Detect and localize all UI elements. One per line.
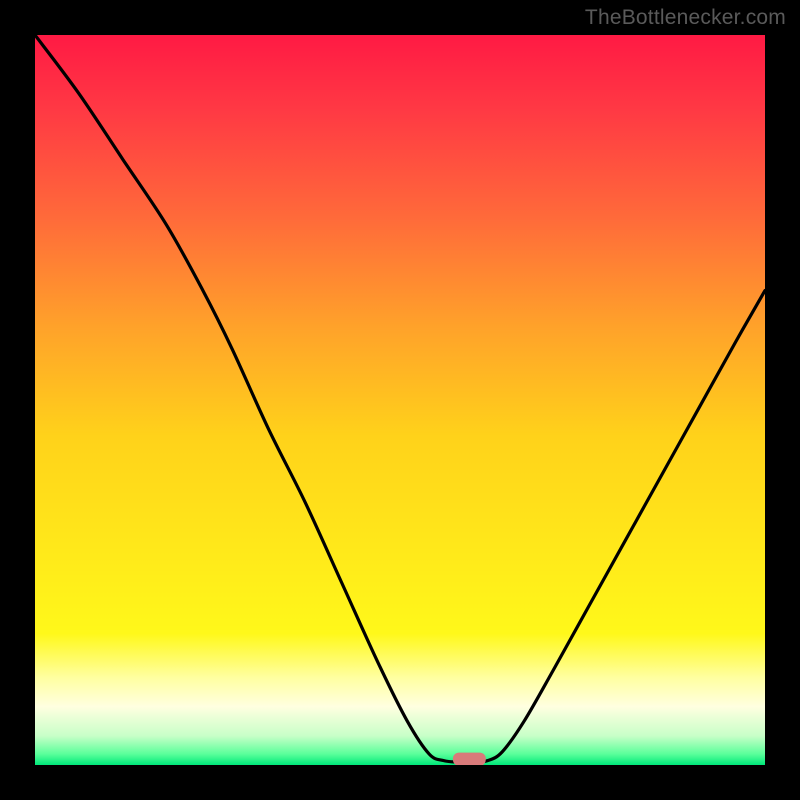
chart-svg [35, 35, 765, 765]
optimal-marker [453, 753, 486, 765]
bottleneck-chart [35, 35, 765, 765]
watermark-text: TheBottlenecker.com [585, 6, 786, 30]
chart-background [35, 35, 765, 765]
